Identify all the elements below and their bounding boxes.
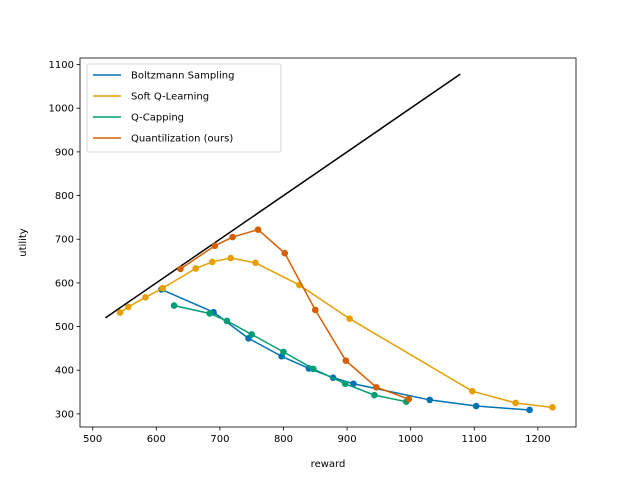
series-3-point-3: [254, 226, 262, 233]
legend-entries: Boltzmann Sampling Soft Q-Learning Q-Cappi…: [93, 71, 234, 145]
y-tick-label-2: 500: [55, 322, 74, 333]
legend: Boltzmann Sampling Soft Q-Learning Q-Cappi…: [86, 63, 282, 153]
legend-frame: [86, 63, 282, 153]
x-tick-label-1: 600: [147, 434, 166, 445]
series-3-point-1: [211, 242, 219, 250]
series-1-point-7: [252, 259, 259, 267]
y-tick-label-5: 800: [55, 191, 74, 202]
series-3-point-5: [311, 306, 319, 314]
y-tick-label-4: 700: [55, 235, 74, 246]
series-1: [116, 254, 556, 411]
x-tick-label-7: 1200: [525, 434, 550, 445]
series-1-point-12: [549, 404, 556, 411]
series-3-point-2: [229, 233, 236, 241]
x-axis-ticks: 500 600 700 800 900 1000 1100 1200: [83, 427, 551, 445]
legend-label-0: Boltzmann Sampling: [131, 71, 234, 82]
series-1-point-9: [346, 315, 353, 323]
series-1-point-3: [159, 284, 166, 292]
y-tick-label-0: 300: [55, 409, 74, 420]
y-tick-label-8: 1100: [49, 60, 74, 71]
series-1-point-1: [125, 303, 132, 311]
series-layer: [116, 226, 556, 414]
y-tick-label-1: 400: [55, 366, 74, 377]
y-tick-label-6: 900: [55, 147, 74, 158]
series-1-point-6: [227, 254, 235, 262]
series-1-point-11: [512, 399, 519, 407]
series-3-point-0: [177, 265, 184, 273]
series-2-point-4: [280, 348, 287, 356]
series-2-point-6: [341, 380, 349, 388]
y-axis-ticks: 300 400 500 600 700 800 900 1000 1100: [49, 60, 80, 420]
legend-label-3: Quantilization (ours): [131, 134, 233, 145]
series-2-point-5: [310, 365, 317, 373]
plot-frame: [79, 57, 577, 428]
x-tick-label-4: 900: [338, 434, 357, 445]
series-3-point-8: [405, 395, 413, 403]
x-tick-label-6: 1100: [462, 434, 487, 445]
x-tick-label-0: 500: [83, 434, 102, 445]
y-tick-label-3: 600: [55, 278, 74, 289]
y-axis-label: utility: [18, 228, 29, 257]
series-1-point-0: [116, 309, 124, 316]
x-tick-label-2: 700: [210, 434, 229, 445]
legend-label-1: Soft Q-Learning: [131, 92, 209, 103]
series-0-point-6: [350, 380, 357, 388]
x-tick-label-3: 800: [274, 434, 293, 445]
series-1-point-5: [208, 258, 216, 266]
series-2-point-2: [223, 317, 231, 325]
series-0-point-8: [472, 402, 480, 410]
series-1-point-2: [142, 294, 149, 301]
series-3-point-6: [342, 357, 350, 364]
y-tick-label-7: 1000: [49, 104, 74, 115]
series-2-point-3: [248, 331, 255, 338]
x-tick-label-5: 1000: [398, 434, 423, 445]
series-3-point-7: [373, 383, 380, 391]
reference-line: [105, 73, 461, 319]
series-2-point-0: [170, 302, 178, 309]
series-3-point-4: [281, 249, 289, 257]
series-0-point-9: [526, 406, 533, 414]
series-1-point-4: [192, 265, 200, 272]
series-2-point-7: [371, 391, 378, 399]
reference-line-layer: [105, 73, 461, 319]
series-2-point-1: [206, 310, 214, 317]
x-axis-label: reward: [311, 459, 346, 470]
series-0-point-7: [426, 396, 434, 404]
series-2: [170, 302, 410, 405]
legend-label-2: Q-Capping: [131, 113, 184, 124]
series-1-point-10: [469, 387, 476, 395]
series-3: [177, 226, 413, 403]
